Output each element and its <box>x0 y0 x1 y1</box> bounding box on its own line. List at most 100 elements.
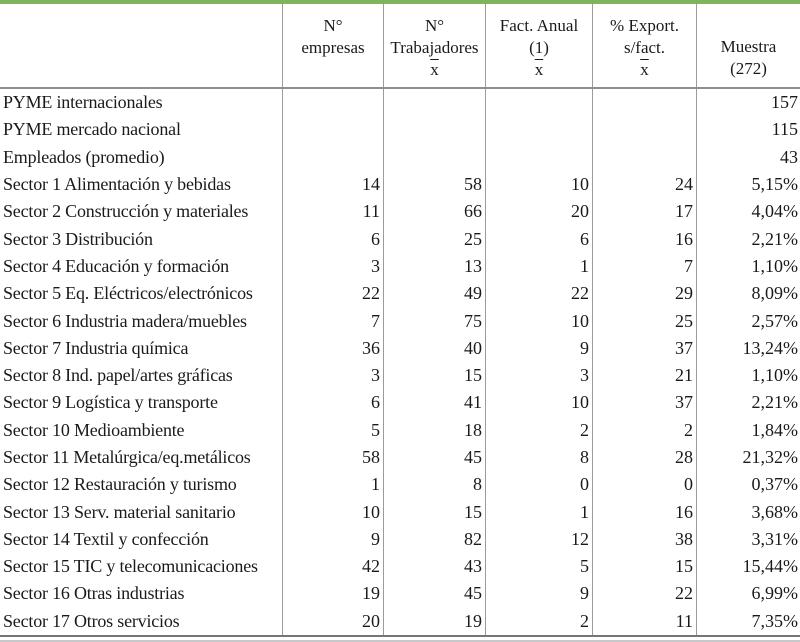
cell-value: 115 <box>771 119 798 140</box>
cell-value <box>283 116 384 144</box>
header-cell-export: % Export. s/fact. x <box>593 4 697 87</box>
cell-value: 5,15% <box>751 174 799 195</box>
table-row: Sector 7 Industria química 36 40 9 37 13,24% <box>0 334 800 362</box>
cell-value: 7 <box>593 252 697 281</box>
table-row: Sector 16 Otras industrias 19 45 9 22 6,99% <box>0 580 800 608</box>
table-row: PYME mercado nacional 115 <box>0 116 800 144</box>
cell-value: 3,68% <box>751 501 799 522</box>
header-line: % Export. <box>610 16 679 35</box>
table-row: Sector 13 Serv. material sanitario 10 15 1 1… <box>0 498 800 526</box>
cell-value <box>283 89 384 117</box>
row-label: Sector 2 Construcción y materiales <box>0 198 283 226</box>
row-label: Sector 11 Metalúrgica/eq.metálicos <box>0 443 283 472</box>
cell-value: 21,32% <box>742 447 799 467</box>
mean-symbol: x <box>430 60 439 79</box>
page-bottom-rule <box>0 640 800 642</box>
cell-value <box>384 143 486 171</box>
row-label: Empleados (promedio) <box>0 143 283 171</box>
cell-value: 157 <box>771 92 798 113</box>
table-row: Sector 14 Textil y confección 9 82 12 38 3,31… <box>0 525 800 554</box>
cell-value: 6,99% <box>751 583 799 604</box>
row-label: Sector 3 Distribución <box>0 225 283 253</box>
cell-value: 8 <box>384 471 486 499</box>
row-label: Sector 10 Medioambiente <box>0 416 283 444</box>
header-line: N° <box>323 16 343 35</box>
cell-value <box>384 116 486 144</box>
cell-value: 10 <box>486 307 593 335</box>
table-header-row: N° empresas N° Trabajadores x Fact. Anua… <box>0 4 800 89</box>
cell-value: 37 <box>593 334 697 362</box>
cell-value: 13,24% <box>742 337 799 358</box>
table-row: Sector 4 Educación y formación 3 13 1 7 1,10% <box>0 252 800 281</box>
cell-value: 15 <box>593 553 697 581</box>
cell-value: 18 <box>384 416 486 444</box>
row-label: Sector 15 TIC y telecomunicaciones <box>0 553 283 581</box>
cell-value: 0 <box>486 471 593 499</box>
cell-value: 15,44% <box>742 556 799 577</box>
cell-value: 1,84% <box>751 419 799 440</box>
cell-value: 10 <box>283 498 384 526</box>
table-row: Sector 5 Eq. Eléctricos/electrónicos 22 49… <box>0 280 800 308</box>
cell-value: 21 <box>593 361 697 390</box>
table-body: PYME internacionales 157 PYME mercado naci… <box>0 89 800 637</box>
mean-symbol: x <box>534 60 544 79</box>
cell-value: 6 <box>283 225 384 253</box>
cell-value <box>384 89 486 117</box>
table-row: Sector 3 Distribución 6 25 6 16 2,21% <box>0 225 800 253</box>
cell-value: 11 <box>593 607 697 635</box>
cell-value: 9 <box>283 525 384 554</box>
cell-value: 10 <box>486 170 593 199</box>
header-line: Trabajadores <box>390 38 479 57</box>
cell-value: 6 <box>486 225 593 253</box>
table-row: Sector 6 Industria madera/muebles 7 75 10 25… <box>0 307 800 335</box>
row-label: Sector 8 Ind. papel/artes gráficas <box>0 361 283 390</box>
cell-value: 49 <box>384 280 486 308</box>
row-label: Sector 1 Alimentación y bebidas <box>0 170 283 199</box>
table-row: Sector 9 Logística y transporte 6 41 10 37 2,… <box>0 389 800 417</box>
cell-value: 36 <box>283 334 384 362</box>
cell-value: 2 <box>486 416 593 444</box>
cell-value: 41 <box>384 389 486 417</box>
cell-value: 1,10% <box>751 365 799 386</box>
cell-value: 82 <box>384 525 486 554</box>
cell-value: 2,57% <box>751 310 799 331</box>
cell-value: 12 <box>486 525 593 554</box>
cell-value <box>593 89 697 117</box>
cell-value: 22 <box>486 280 593 308</box>
row-label: PYME mercado nacional <box>0 116 283 144</box>
table-row: Sector 8 Ind. papel/artes gráficas 3 15 3 21… <box>0 361 800 390</box>
cell-value: 42 <box>283 553 384 581</box>
cell-value: 15 <box>384 361 486 390</box>
header-line: empresas <box>301 38 365 57</box>
header-line: (272) <box>730 59 767 78</box>
cell-value: 0,37% <box>751 474 799 495</box>
table-row: PYME internacionales 157 <box>0 89 800 117</box>
cell-value: 8,09% <box>751 283 799 304</box>
cell-value: 29 <box>593 280 697 308</box>
cell-value: 66 <box>384 198 486 226</box>
cell-value: 7 <box>283 307 384 335</box>
header-cell-fact-anual: Fact. Anual (1) x <box>486 4 593 87</box>
cell-value: 20 <box>283 607 384 635</box>
table-row: Sector 12 Restauración y turismo 1 8 0 0 0,37… <box>0 471 800 499</box>
row-label: Sector 9 Logística y transporte <box>0 389 283 417</box>
header-line: (1) <box>529 38 549 57</box>
cell-value: 40 <box>384 334 486 362</box>
cell-value: 5 <box>283 416 384 444</box>
cell-value: 1 <box>486 498 593 526</box>
header-cell-n-trabajadores: N° Trabajadores x <box>384 4 486 87</box>
cell-value: 2,21% <box>751 392 799 413</box>
cell-value: 45 <box>384 443 486 472</box>
cell-value: 3,31% <box>751 528 799 549</box>
cell-value: 1,10% <box>751 255 799 276</box>
cell-value: 1 <box>283 471 384 499</box>
row-label: Sector 5 Eq. Eléctricos/electrónicos <box>0 280 283 308</box>
header-cell-n-empresas: N° empresas <box>283 4 384 87</box>
cell-value: 3 <box>486 361 593 390</box>
cell-value: 43 <box>780 146 798 167</box>
cell-value: 15 <box>384 498 486 526</box>
table-row: Sector 2 Construcción y materiales 11 66 20… <box>0 198 800 226</box>
cell-value: 24 <box>593 170 697 199</box>
cell-value: 3 <box>283 361 384 390</box>
cell-value: 2 <box>486 607 593 635</box>
